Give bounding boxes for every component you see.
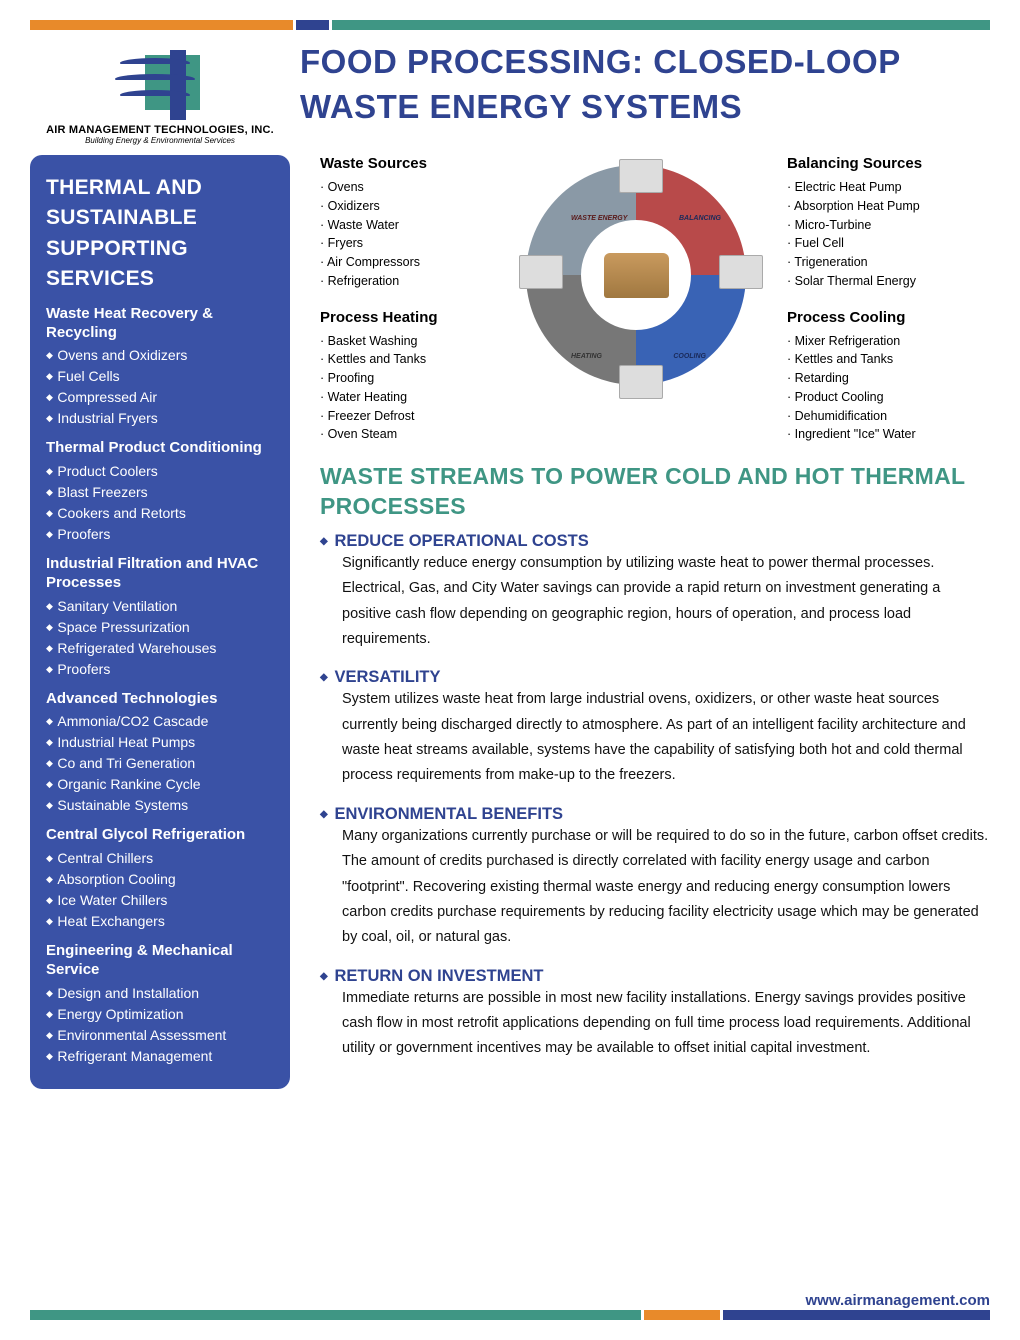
quad-list-item: Electric Heat Pump [787,178,962,197]
sidebar-section-title: Central Glycol Refrigeration [46,826,274,845]
arc-label-waste: WASTE ENERGY [571,215,627,222]
benefit-title: ENVIRONMENTAL BENEFITS [320,805,990,824]
sidebar-item: Cookers and Retorts [46,503,274,524]
quadrant-top-row: Waste Sources OvensOxidizersWaste WaterF… [320,155,990,444]
sidebar-item: Space Pressurization [46,617,274,638]
benefit-body: Immediate returns are possible in most n… [342,986,990,1062]
sidebar-item: Proofers [46,659,274,680]
cycle-node-icon [619,365,663,399]
arc-label-cooling: COOLING [673,353,706,360]
quad-list-item: Kettles and Tanks [787,350,962,369]
sidebar-section-title: Engineering & Mechanical Service [46,942,274,980]
balancing-sources-col: Balancing Sources Electric Heat PumpAbso… [787,155,962,444]
benefit-title: VERSATILITY [320,668,990,687]
sidebar-section-title: Waste Heat Recovery & Recycling [46,305,274,343]
sidebar-title: THERMAL AND SUSTAINABLE SUPPORTING SERVI… [46,173,274,295]
quad-list-item: Fryers [320,234,495,253]
page-title: FOOD PROCESSING: CLOSED-LOOP WASTE ENERG… [300,40,990,129]
quad-list-item: Refrigeration [320,272,495,291]
benefit-body: Significantly reduce energy consumption … [342,551,990,653]
sidebar-item: Sanitary Ventilation [46,596,274,617]
cycle-diagram: WASTE ENERGY BALANCING COOLING HEATING [501,155,781,405]
quad-list-item: Water Heating [320,388,495,407]
sidebar-item: Ammonia/CO2 Cascade [46,711,274,732]
waste-sources-title: Waste Sources [320,155,495,172]
sidebar-section-title: Industrial Filtration and HVAC Processes [46,555,274,593]
quad-list-item: Product Cooling [787,388,962,407]
sidebar-item: Co and Tri Generation [46,753,274,774]
sidebar-item: Compressed Air [46,387,274,408]
company-tagline: Building Energy & Environmental Services [30,136,290,145]
quad-list-item: Dehumidification [787,407,962,426]
cycle-node-icon [719,255,763,289]
quad-list-item: Air Compressors [320,253,495,272]
subheading: WASTE STREAMS TO POWER COLD AND HOT THER… [320,462,990,522]
sidebar-item: Refrigerant Management [46,1046,274,1067]
quad-list-item: Absorption Heat Pump [787,197,962,216]
quad-list-item: Mixer Refrigeration [787,332,962,351]
bread-icon [604,253,669,298]
sidebar-item: Organic Rankine Cycle [46,774,274,795]
quad-list-item: Trigeneration [787,253,962,272]
quad-list-item: Proofing [320,369,495,388]
sidebar-item: Environmental Assessment [46,1025,274,1046]
quad-list-item: Solar Thermal Energy [787,272,962,291]
sidebar-item: Ice Water Chillers [46,890,274,911]
header-row: AIR MANAGEMENT TECHNOLOGIES, INC. Buildi… [30,40,990,145]
logo-block: AIR MANAGEMENT TECHNOLOGIES, INC. Buildi… [30,40,290,145]
sidebar-section-title: Thermal Product Conditioning [46,439,274,458]
cycle-node-icon [519,255,563,289]
sidebar: THERMAL AND SUSTAINABLE SUPPORTING SERVI… [30,155,290,1089]
sidebar-item: Ovens and Oxidizers [46,345,274,366]
quad-list-item: Freezer Defrost [320,407,495,426]
quad-list-item: Waste Water [320,216,495,235]
quad-list-item: Ingredient "Ice" Water [787,425,962,444]
website-url: www.airmanagement.com [806,1292,991,1309]
sidebar-item: Absorption Cooling [46,869,274,890]
company-logo-icon [100,50,220,120]
sidebar-item: Blast Freezers [46,482,274,503]
sidebar-item: Product Coolers [46,461,274,482]
sidebar-section-title: Advanced Technologies [46,690,274,709]
company-name: AIR MANAGEMENT TECHNOLOGIES, INC. [30,124,290,136]
sidebar-item: Sustainable Systems [46,795,274,816]
process-heating-title: Process Heating [320,309,495,326]
sidebar-item: Refrigerated Warehouses [46,638,274,659]
process-cooling-title: Process Cooling [787,309,962,326]
benefit-title: RETURN ON INVESTMENT [320,967,990,986]
sidebar-item: Energy Optimization [46,1004,274,1025]
benefit-body: System utilizes waste heat from large in… [342,687,990,789]
main-content: Waste Sources OvensOxidizersWaste WaterF… [290,155,990,1089]
quad-list-item: Oven Steam [320,425,495,444]
quad-list-item: Fuel Cell [787,234,962,253]
balancing-sources-title: Balancing Sources [787,155,962,172]
arc-label-heating: HEATING [571,353,602,360]
sidebar-item: Industrial Fryers [46,408,274,429]
benefit-title: REDUCE OPERATIONAL COSTS [320,532,990,551]
sidebar-item: Design and Installation [46,983,274,1004]
sidebar-item: Fuel Cells [46,366,274,387]
arc-label-balancing: BALANCING [679,215,721,222]
quad-list-item: Ovens [320,178,495,197]
quad-list-item: Kettles and Tanks [320,350,495,369]
quad-list-item: Basket Washing [320,332,495,351]
bottom-stripe: www.airmanagement.com [30,1310,990,1320]
benefit-body: Many organizations currently purchase or… [342,824,990,951]
quad-list-item: Oxidizers [320,197,495,216]
top-stripe [30,20,990,30]
sidebar-item: Proofers [46,524,274,545]
quad-list-item: Micro-Turbine [787,216,962,235]
cycle-node-icon [619,159,663,193]
sidebar-item: Heat Exchangers [46,911,274,932]
quad-list-item: Retarding [787,369,962,388]
sidebar-item: Industrial Heat Pumps [46,732,274,753]
waste-sources-col: Waste Sources OvensOxidizersWaste WaterF… [320,155,495,444]
sidebar-item: Central Chillers [46,848,274,869]
